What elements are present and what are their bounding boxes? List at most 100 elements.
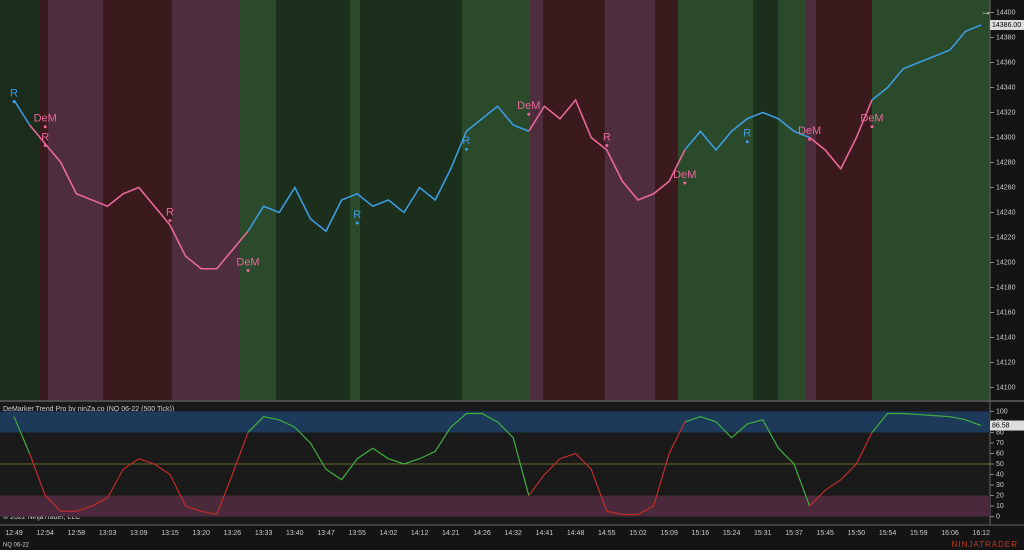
y-tick-label: 14280: [996, 159, 1016, 166]
series-line: [29, 421, 873, 516]
annotation: DeM: [236, 256, 259, 268]
x-tick-label: 14:55: [598, 530, 616, 537]
value-tag: [990, 420, 1024, 431]
annotation-point: [808, 137, 812, 141]
y-tick-label: 10: [996, 503, 1004, 510]
y-tick-label: 50: [996, 461, 1004, 468]
y-tick-label: 14220: [996, 234, 1016, 241]
value-tag: [990, 20, 1024, 30]
y-tick-label: 30: [996, 482, 1004, 489]
x-tick-label: 15:59: [910, 530, 928, 537]
x-tick-label: 13:26: [224, 530, 242, 537]
y-tick-label: 100: [996, 408, 1008, 415]
y-tick-label: 20: [996, 492, 1004, 499]
annotation-point: [870, 125, 874, 129]
x-tick-label: 13:40: [286, 530, 304, 537]
annotation-point: [43, 144, 47, 147]
x-tick-label: 15:50: [848, 530, 866, 537]
x-tick-label: 15:02: [629, 530, 647, 537]
y-tick-label: 14140: [996, 334, 1016, 341]
annotation: R: [353, 209, 361, 221]
x-tick-label: 15:09: [660, 530, 678, 537]
annotation-point: [12, 100, 16, 104]
y-tick-label: 14260: [996, 184, 1016, 191]
y-tick-label: 14320: [996, 109, 1016, 116]
y-tick-label: 14400: [996, 9, 1016, 16]
annotation-point: [246, 269, 250, 272]
annotation: DeM: [798, 125, 821, 137]
indicator-title: DeMarker Trend Pro by ninZa.co (NQ 06-22…: [3, 406, 174, 413]
x-tick-label: 15:37: [785, 530, 803, 537]
x-tick-label: 13:03: [99, 530, 117, 537]
nav-arrow[interactable]: →: [980, 4, 992, 18]
x-tick-label: 12:49: [5, 530, 23, 537]
y-tick-label: 14340: [996, 84, 1016, 91]
logo: NINJATRADER: [952, 540, 1018, 549]
annotation-point: [168, 219, 172, 222]
current-value-label: 14386.00: [992, 22, 1021, 29]
y-tick-label: 80: [996, 429, 1004, 436]
annotation-point: [745, 140, 749, 144]
annotation-point: [43, 125, 47, 129]
annotation-point: [605, 144, 609, 147]
y-tick-label: 60: [996, 450, 1004, 457]
annotation: R: [41, 131, 49, 143]
x-tick-label: 14:26: [473, 530, 491, 537]
x-tick-label: 15:54: [879, 530, 897, 537]
x-tick-label: 14:02: [380, 530, 398, 537]
x-tick-label: 15:31: [754, 530, 772, 537]
series-line: [28, 98, 873, 270]
x-tick-label: 16:12: [972, 530, 990, 537]
x-tick-label: 12:54: [36, 530, 54, 537]
annotation: DeM: [860, 113, 883, 125]
x-tick-label: 13:33: [255, 530, 273, 537]
x-tick-label: 15:24: [723, 530, 741, 537]
current-value-label: 86.58: [992, 422, 1010, 429]
annotation-point: [527, 112, 531, 116]
annotation-point: [355, 221, 359, 225]
y-tick-label: 14380: [996, 34, 1016, 41]
y-tick-label: 0: [996, 513, 1000, 520]
annotation: DeM: [34, 113, 57, 125]
x-tick-label: 14:32: [504, 530, 522, 537]
x-tick-label: 13:20: [192, 530, 210, 537]
series-line: [13, 412, 982, 507]
y-tick-label: 14240: [996, 209, 1016, 216]
annotation: R: [166, 206, 174, 218]
y-tick-label: 14100: [996, 384, 1016, 391]
y-tick-label: 14300: [996, 134, 1016, 141]
series-line: [13, 24, 982, 233]
annotation: R: [10, 88, 18, 100]
y-tick-label: 14120: [996, 359, 1016, 366]
x-tick-label: 14:21: [442, 530, 460, 537]
x-tick-label: 14:12: [411, 530, 429, 537]
x-tick-label: 12:58: [68, 530, 86, 537]
y-tick-label: 70: [996, 440, 1004, 447]
annotation: DeM: [517, 100, 540, 112]
x-tick-label: 15:16: [692, 530, 710, 537]
annotation: R: [462, 135, 470, 147]
y-tick-label: 14360: [996, 59, 1016, 66]
y-tick-label: 14180: [996, 284, 1016, 291]
annotation: R: [743, 128, 751, 140]
x-tick-label: 15:45: [816, 530, 834, 537]
y-tick-label: 14160: [996, 309, 1016, 316]
trend-zones: [0, 0, 990, 400]
x-tick-label: 13:09: [130, 530, 148, 537]
oversold-zone: [0, 495, 990, 517]
annotation-point: [464, 147, 468, 151]
x-tick-label: 14:48: [567, 530, 585, 537]
annotation-point: [683, 181, 687, 185]
y-tick-label: 14200: [996, 259, 1016, 266]
x-tick-label: 13:55: [348, 530, 366, 537]
x-tick-label: 14:41: [536, 530, 554, 537]
overbought-zone: [0, 411, 990, 433]
copyright: © 2022 NinjaTrader, LLC: [3, 513, 80, 521]
y-tick-label: 40: [996, 471, 1004, 478]
x-tick-label: 13:15: [161, 530, 179, 537]
x-tick-label: 16:06: [941, 530, 959, 537]
x-tick-label: 13:47: [317, 530, 335, 537]
instrument: NQ 06-22: [3, 543, 30, 549]
